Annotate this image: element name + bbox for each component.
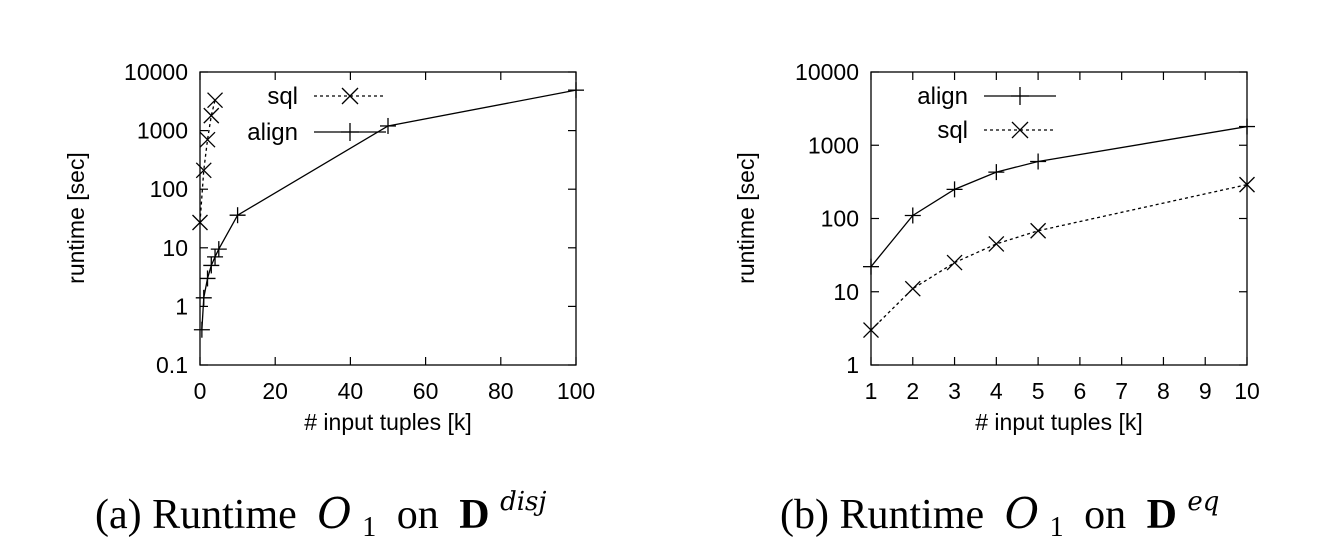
data-point-sql [863,322,879,339]
chart-panel-b: 1 2 3 4 5 6 7 8 9 10 1 10 100 1000 10000 align sql # in… [733,59,1260,546]
data-point-sql [1030,222,1047,239]
data-point-align [863,258,879,275]
tick-group-a: 0 20 40 60 80 100 0.1 1 10 100 1000 10000 [124,59,595,404]
x-tick-label: 0 [194,378,207,404]
data-point-align [904,207,921,224]
data-point-align [380,117,396,134]
x-tick-label: 4 [990,378,1003,404]
legend-marker-sql [341,87,359,105]
caption-a-mid: on [397,492,439,538]
caption-b-prefix: (b) Runtime [780,492,984,538]
plot-frame-b [870,71,1248,366]
x-tick-label: 5 [1032,378,1045,404]
data-point-align [203,257,220,274]
data-point-sql [207,92,223,109]
legend-label-align: align [247,119,298,146]
y-tick-label: 100 [821,206,859,232]
x-tick-label: 7 [1115,378,1128,404]
data-point-align [195,289,212,306]
data-point-sql [946,254,963,271]
legend-label-sql: sql [937,117,968,144]
y-tick-label: 100 [150,176,188,202]
data-point-align [229,207,246,224]
x-tick-label: 10 [1234,378,1260,404]
data-point-sql [203,107,220,124]
y-axis-label-b: runtime [sec] [733,152,759,284]
caption-a-op-sub: 1 [362,512,376,543]
data-point-align [568,82,584,99]
caption-b-db-sup: eq [1187,487,1219,517]
caption-b-mid: on [1084,492,1126,538]
data-point-align [207,248,224,265]
y-tick-label: 10000 [124,59,188,85]
data-point-align [193,321,210,338]
caption-a: (a) Runtime O 1 on D disj [95,487,546,546]
data-point-sql [195,162,212,179]
x-tick-label: 6 [1073,378,1086,404]
x-tick-label: 9 [1199,378,1212,404]
x-tick-label: 80 [488,378,514,404]
data-point-sql [192,214,208,231]
y-tick-label: 1000 [808,132,859,158]
caption-a-db-sup: disj [500,487,546,517]
x-tick-label: 1 [865,378,878,404]
legend-label-sql: sql [267,83,298,110]
caption-a-db: D [459,492,489,538]
x-tick-label: 2 [906,378,919,404]
x-tick-label: 40 [338,378,364,404]
y-tick-label: 1000 [137,118,188,144]
y-axis-label-a: runtime [sec] [63,152,89,284]
data-point-align [210,241,227,258]
data-point-align [1030,153,1047,170]
y-tick-label: 0.1 [156,352,188,378]
series-line-align [870,125,1248,268]
series-group-b [863,118,1255,339]
data-point-sql [199,131,216,148]
data-point-sql [904,280,921,297]
legend-marker-align [1011,87,1029,105]
legend-label-align: align [917,83,968,110]
caption-a-op: O [317,489,351,538]
legend-b: align sql [917,83,1056,144]
y-tick-label: 1 [175,293,188,319]
x-axis-label-a: # input tuples [k] [304,409,472,435]
plot-frame-a [199,71,577,366]
data-point-align [946,181,963,198]
data-point-align [199,270,216,287]
legend-marker-sql [1011,121,1029,139]
caption-b-op-sub: 1 [1050,512,1064,543]
caption-a-prefix: (a) Runtime [95,492,297,538]
x-tick-label: 100 [557,378,595,404]
y-tick-label: 10000 [795,59,859,85]
caption-b-db: D [1147,492,1177,538]
data-point-sql [1239,176,1255,193]
x-tick-label: 3 [948,378,961,404]
x-tick-label: 8 [1157,378,1170,404]
series-group-a [192,82,584,338]
data-point-align [1239,118,1255,135]
caption-b: (b) Runtime O 1 on D eq [780,487,1219,546]
data-point-sql [988,235,1005,252]
legend-marker-align [341,123,359,141]
data-point-align [988,164,1005,181]
x-axis-label-b: # input tuples [k] [975,409,1143,435]
x-tick-label: 60 [413,378,439,404]
y-tick-label: 1 [846,352,859,378]
tick-group-b: 1 2 3 4 5 6 7 8 9 10 1 10 100 1000 10000 [795,59,1260,404]
legend-a: sql align [247,83,386,146]
caption-b-op: O [1005,489,1039,538]
y-tick-label: 10 [162,235,188,261]
y-tick-label: 10 [833,279,859,305]
x-tick-label: 20 [262,378,288,404]
